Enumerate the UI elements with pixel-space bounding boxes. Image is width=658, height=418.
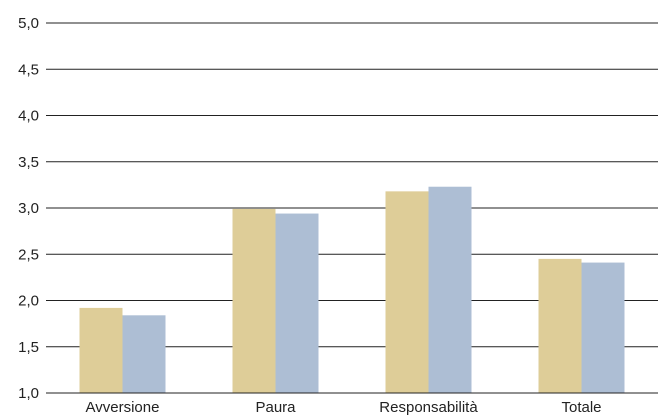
bar-series-1-2 bbox=[385, 191, 429, 393]
y-tick-label: 3,5 bbox=[18, 154, 39, 171]
y-tick-label: 2,5 bbox=[18, 246, 39, 263]
y-tick-label: 1,5 bbox=[18, 339, 39, 356]
bars bbox=[46, 186, 658, 394]
bar-series-2-3 bbox=[581, 262, 625, 393]
y-tick-label: 2,0 bbox=[18, 293, 39, 310]
bar-series-2-2 bbox=[428, 186, 472, 393]
x-axis-category-labels: Avversione Paura Responsabilità Totale bbox=[86, 399, 602, 416]
x-category-label: Paura bbox=[255, 399, 296, 416]
y-tick-label: 4,5 bbox=[18, 61, 39, 78]
x-category-label: Totale bbox=[561, 399, 601, 416]
bar-series-2-0 bbox=[122, 315, 166, 393]
x-category-label: Responsabilità bbox=[379, 399, 478, 416]
bar-series-1-0 bbox=[79, 307, 123, 393]
bar-series-2-1 bbox=[275, 213, 319, 393]
x-category-label: Avversione bbox=[86, 399, 160, 416]
bar-series-1-1 bbox=[232, 208, 276, 393]
y-tick-label: 4,0 bbox=[18, 108, 39, 125]
bar-series-1-3 bbox=[538, 258, 582, 393]
y-tick-label: 5,0 bbox=[18, 15, 39, 32]
y-tick-label: 3,0 bbox=[18, 200, 39, 217]
y-tick-label: 1,0 bbox=[18, 385, 39, 402]
y-axis-tick-labels: 1,0 1,5 2,0 2,5 3,0 3,5 4,0 4,5 5,0 bbox=[18, 15, 39, 402]
